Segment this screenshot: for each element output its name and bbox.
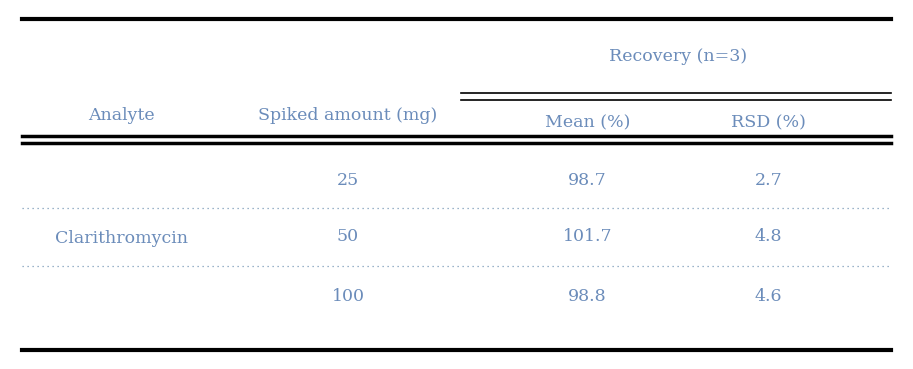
Text: 98.8: 98.8 — [569, 288, 607, 305]
Text: RSD (%): RSD (%) — [731, 115, 806, 132]
Text: Spiked amount (mg): Spiked amount (mg) — [258, 107, 437, 124]
Text: 50: 50 — [337, 228, 359, 245]
Text: 100: 100 — [331, 288, 364, 305]
Text: 4.6: 4.6 — [755, 288, 782, 305]
Text: 25: 25 — [337, 172, 359, 189]
Text: Mean (%): Mean (%) — [545, 115, 630, 132]
Text: Recovery (n=3): Recovery (n=3) — [609, 48, 747, 65]
Text: 98.7: 98.7 — [568, 172, 607, 189]
Text: 101.7: 101.7 — [562, 228, 613, 245]
Text: Analyte: Analyte — [89, 107, 155, 124]
Text: 4.8: 4.8 — [755, 228, 782, 245]
Text: 2.7: 2.7 — [755, 172, 782, 189]
Text: Clarithromycin: Clarithromycin — [56, 230, 188, 247]
